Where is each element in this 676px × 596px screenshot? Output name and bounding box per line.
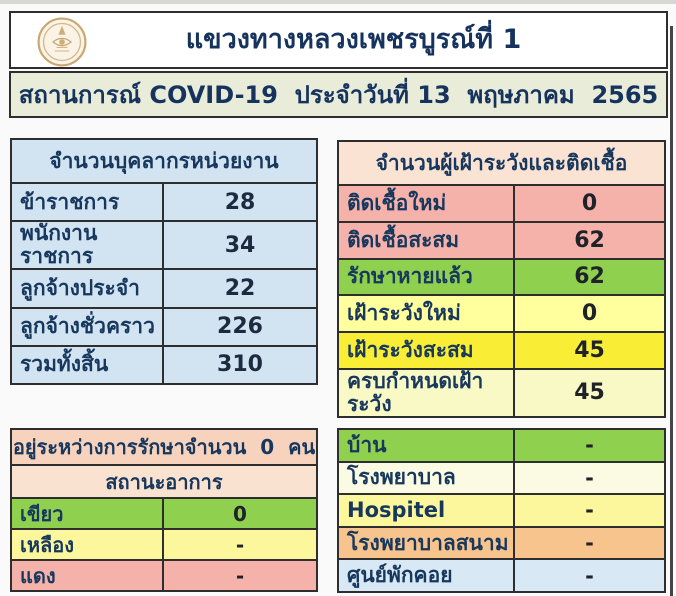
table-row: แดง -: [12, 561, 316, 590]
surveillance-table-title: จำนวนผู้เฝ้าระวังและติดเชื้อ: [339, 142, 664, 186]
row-value: 45: [574, 337, 605, 363]
table-row: บ้าน -: [339, 430, 664, 463]
row-value: -: [235, 563, 245, 588]
table-row: รักษาหายแล้ว 62: [339, 259, 664, 297]
table-row: โรงพยาบาลสนาม -: [339, 527, 664, 561]
row-value: 62: [574, 227, 605, 253]
row-label: รวมทั้งสิ้น: [12, 346, 164, 383]
row-value: -: [585, 498, 594, 523]
row-value: 0: [233, 501, 247, 526]
row-value: -: [585, 465, 594, 490]
row-value: -: [235, 532, 245, 557]
table-row: ลูกจ้างชั่วคราว 226: [12, 308, 316, 347]
row-value: -: [585, 433, 594, 458]
row-value: 45: [574, 380, 605, 406]
table-row: Hospitel -: [339, 495, 664, 528]
row-value: 226: [217, 314, 263, 340]
report-header: แขวงทางหลวงเพชรบูรณ์ที่ 1: [9, 11, 668, 69]
table-row: เหลือง -: [12, 530, 316, 561]
table-row: เฝ้าระวังสะสม 45: [339, 333, 664, 370]
row-label: ติดเชื้อสะสม: [339, 222, 515, 258]
row-value: 0: [581, 190, 598, 216]
row-label: ติดเชื้อใหม่: [339, 186, 515, 221]
report-subheader: สถานการณ์ COVID-19 ประจำวันที่ 13 พฤษภาค…: [9, 71, 668, 118]
treatment-table-subtitle: สถานะอาการ: [12, 466, 316, 499]
report-date-line: สถานการณ์ COVID-19 ประจำวันที่ 13 พฤษภาค…: [18, 81, 659, 109]
photo-top-edge: [0, 0, 676, 4]
table-row: ข้าราชการ 28: [12, 184, 316, 223]
row-value: 28: [224, 189, 256, 215]
row-value: -: [585, 563, 594, 588]
row-label: เฝ้าระวังใหม่: [339, 296, 515, 332]
row-value: 34: [224, 232, 256, 258]
table-row: ติดเชื้อสะสม 62: [339, 222, 664, 260]
table-row: ลูกจ้างประจำ 22: [12, 270, 316, 309]
row-label: ครบกำหนดเฝ้าระวัง: [339, 369, 515, 417]
table-row: รวมทั้งสิ้น 310: [12, 346, 316, 383]
row-label: เหลือง: [12, 530, 164, 559]
row-label: พนักงานราชการ: [12, 222, 164, 269]
photo-right-edge: [670, 26, 673, 596]
isolation-location-table: บ้าน - โรงพยาบาล - Hospitel - โรงพยาบาลส…: [337, 428, 666, 593]
row-label: แดง: [12, 561, 164, 590]
table-row: ศูนย์พักคอย -: [339, 560, 664, 591]
personnel-table-title: จำนวนบุคลากรหน่วยงาน: [12, 140, 316, 184]
row-value: -: [585, 531, 594, 556]
treatment-status-table: อยู่ระหว่างการรักษาจำนวน 0 คน สถานะอาการ…: [10, 428, 318, 592]
surveillance-table: จำนวนผู้เฝ้าระวังและติดเชื้อ ติดเชื้อใหม…: [337, 140, 666, 418]
row-value: 62: [574, 264, 605, 290]
treatment-table-title: อยู่ระหว่างการรักษาจำนวน 0 คน: [12, 430, 316, 466]
department-seal-logo: [35, 15, 89, 69]
row-value: 22: [224, 275, 256, 301]
row-label: โรงพยาบาล: [339, 462, 515, 494]
row-label: ลูกจ้างชั่วคราว: [12, 308, 164, 345]
table-row: ครบกำหนดเฝ้าระวัง 45: [339, 369, 664, 417]
row-label: Hospitel: [339, 495, 515, 526]
row-label: โรงพยาบาลสนาม: [339, 527, 515, 559]
table-row: พนักงานราชการ 34: [12, 222, 316, 271]
table-row: เฝ้าระวังใหม่ 0: [339, 296, 664, 334]
row-label: รักษาหายแล้ว: [339, 259, 515, 295]
row-value: 0: [581, 301, 598, 327]
row-label: ลูกจ้างประจำ: [12, 270, 164, 307]
table-row: เขียว 0: [12, 499, 316, 530]
table-row: ติดเชื้อใหม่ 0: [339, 186, 664, 223]
row-value: 310: [217, 352, 263, 378]
row-label: ศูนย์พักคอย: [339, 560, 515, 591]
table-row: โรงพยาบาล -: [339, 462, 664, 496]
row-label: ข้าราชการ: [12, 184, 164, 221]
row-label: เขียว: [12, 499, 164, 528]
personnel-table: จำนวนบุคลากรหน่วยงาน ข้าราชการ 28 พนักงา…: [10, 138, 318, 385]
row-label: บ้าน: [339, 430, 515, 461]
page-title: แขวงทางหลวงเพชรบูรณ์ที่ 1: [185, 24, 522, 56]
row-label: เฝ้าระวังสะสม: [339, 333, 515, 368]
